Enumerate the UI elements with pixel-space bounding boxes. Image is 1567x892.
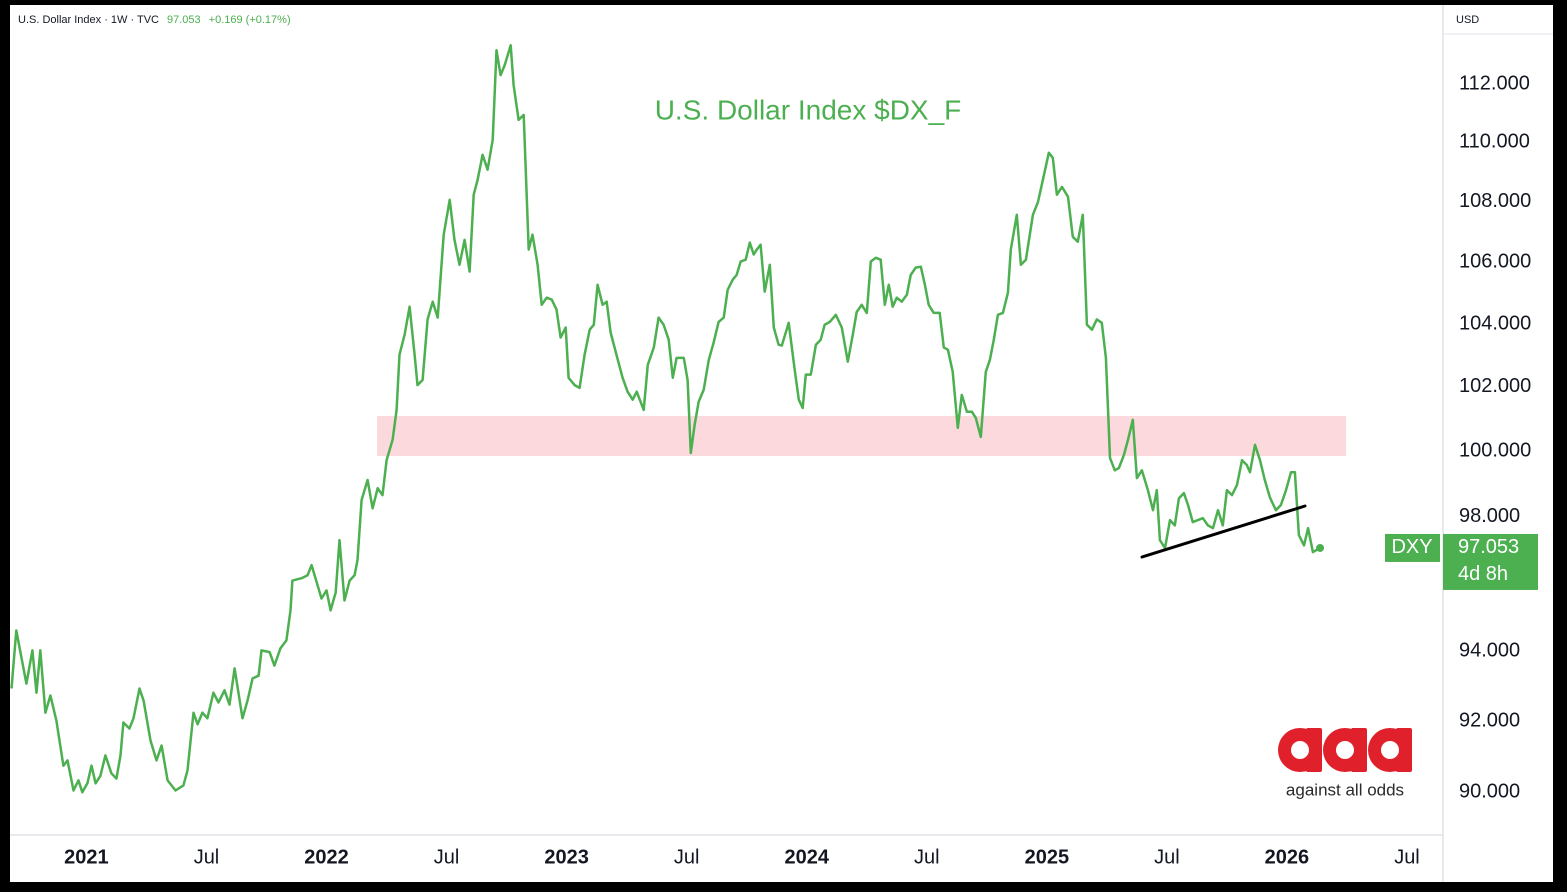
trend-line [1140,504,1307,559]
x-tick-label: 2021 [64,846,109,868]
y-tick-label: 108.000 [1459,190,1531,212]
price-label: 97.053 [1458,536,1519,558]
x-tick-label: 2024 [784,846,829,868]
y-tick-label: 106.000 [1459,251,1531,273]
x-tick-label: 2025 [1025,846,1070,868]
symbol-label-box [1385,533,1440,562]
x-tick-label: Jul [914,846,940,868]
price-change: +0.169 (+0.17%) [209,14,291,26]
logo: against all odds [1278,728,1412,799]
logo-text: against all odds [1286,780,1404,799]
symbol-info: U.S. Dollar Index · 1W · TVC [18,14,159,26]
x-tick-label: Jul [434,846,460,868]
price-label-box [1443,533,1538,590]
plot-area [10,44,1325,794]
x-tick-label: Jul [1154,846,1180,868]
price-line [10,44,1321,794]
currency: USD [1456,14,1479,26]
x-tick-label: Jul [1394,846,1420,868]
y-tick-label: 102.000 [1459,375,1531,397]
last-price: 97.053 [167,14,201,26]
y-tick-label: 98.000 [1459,505,1520,527]
y-tick-label: 94.000 [1459,640,1520,662]
y-tick-label: 104.000 [1459,312,1531,334]
y-tick-label: 90.000 [1459,781,1520,803]
symbol-label: DXY [1391,536,1432,558]
last-point [1316,543,1325,552]
y-tick-label: 110.000 [1459,131,1530,153]
resistance-zone [377,416,1346,456]
chart-title: U.S. Dollar Index $DX_F [655,94,962,125]
x-tick-label: Jul [674,846,700,868]
y-tick-label: 100.000 [1459,439,1531,461]
y-tick-label: 92.000 [1459,709,1520,731]
countdown-label: 4d 8h [1458,563,1508,585]
x-tick-label: 2022 [304,846,349,868]
x-tick-label: 2026 [1265,846,1310,868]
x-tick-label: Jul [194,846,220,868]
x-tick-label: 2023 [544,846,589,868]
y-tick-label: 112.000 [1459,72,1530,94]
header: U.S. Dollar Index · 1W · TVC 97.053 +0.169… [18,14,291,26]
